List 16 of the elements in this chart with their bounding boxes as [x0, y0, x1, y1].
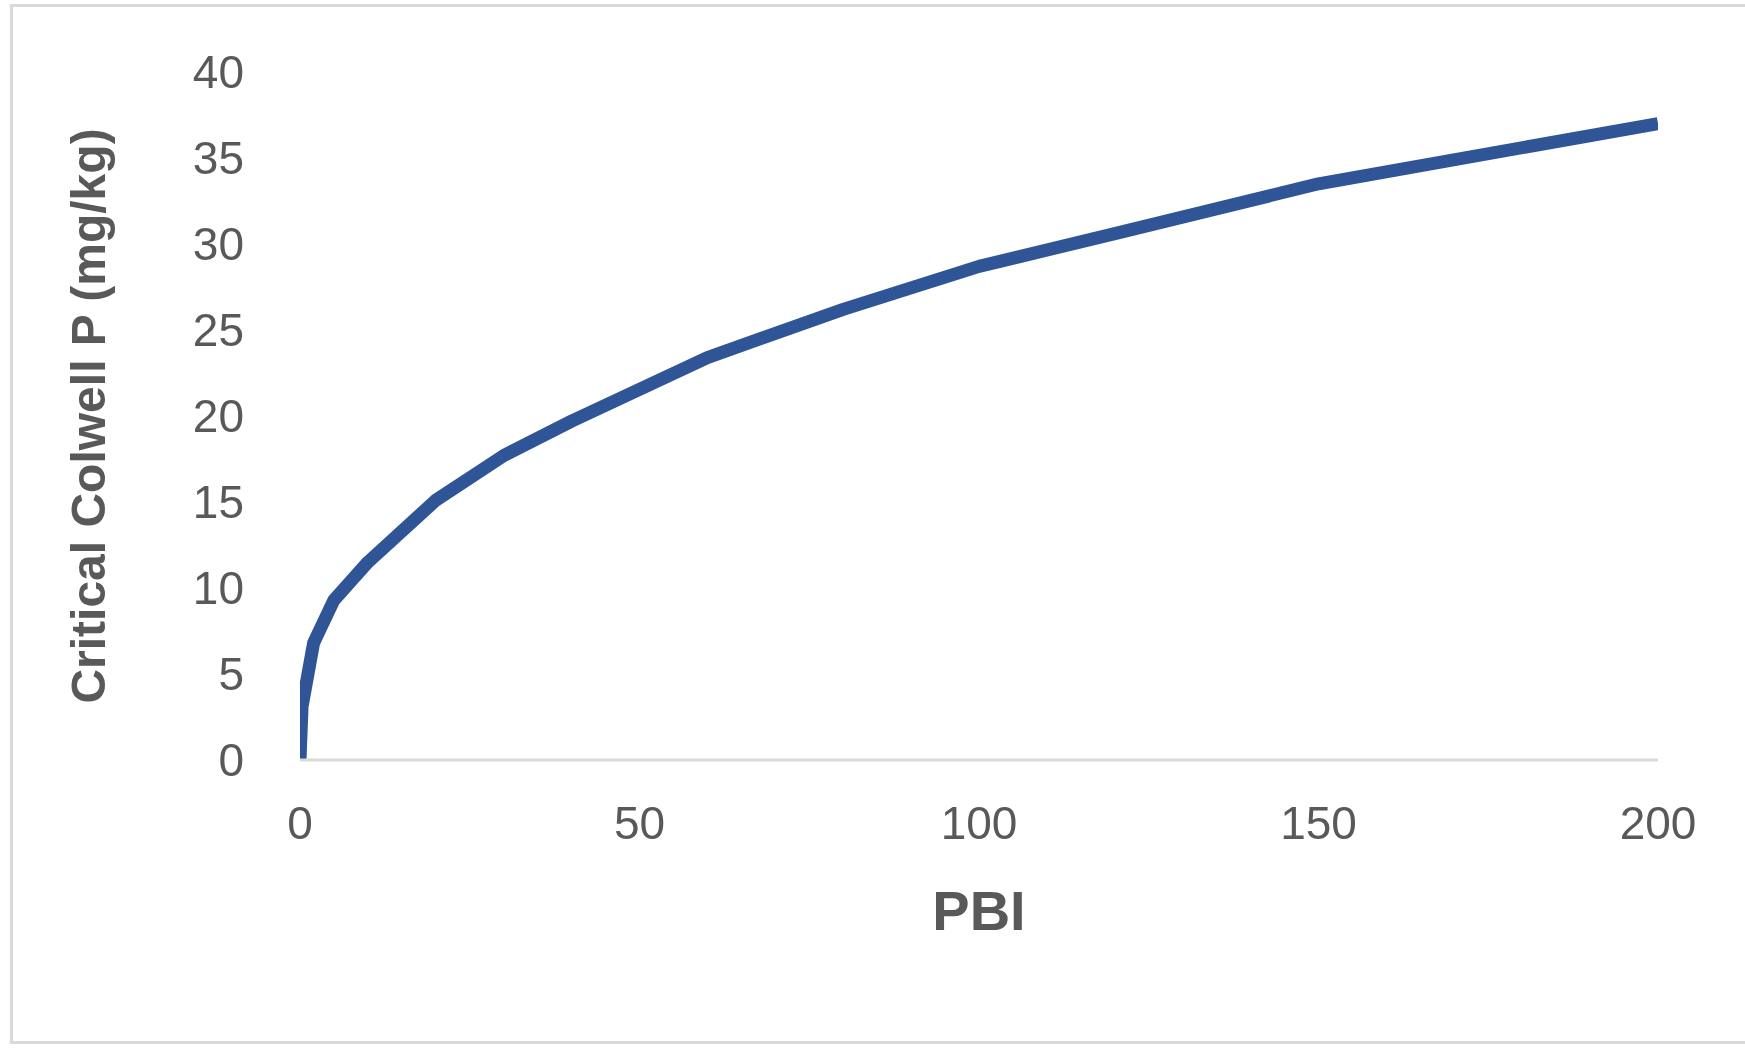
- x-tick-label: 150: [1280, 796, 1357, 849]
- x-tick-label: 100: [940, 796, 1018, 849]
- x-tick-label: 0: [287, 796, 313, 849]
- y-tick-label: 0: [218, 734, 244, 787]
- x-tick-label: 50: [613, 796, 666, 849]
- y-tick-label: 40: [192, 46, 244, 99]
- x-axis-title: PBI: [932, 878, 1026, 942]
- y-tick-label: 5: [218, 648, 244, 701]
- y-tick-label: 25: [192, 304, 244, 357]
- y-tick-label: 30: [192, 218, 244, 271]
- y-tick-label: 15: [192, 476, 244, 529]
- y-tick-label: 10: [192, 562, 244, 615]
- x-tick-label: 200: [1619, 796, 1697, 849]
- y-tick-label: 20: [192, 390, 244, 443]
- y-tick-label: 35: [192, 132, 244, 185]
- y-axis-title: Critical Colwell P (mg/kg): [62, 128, 116, 704]
